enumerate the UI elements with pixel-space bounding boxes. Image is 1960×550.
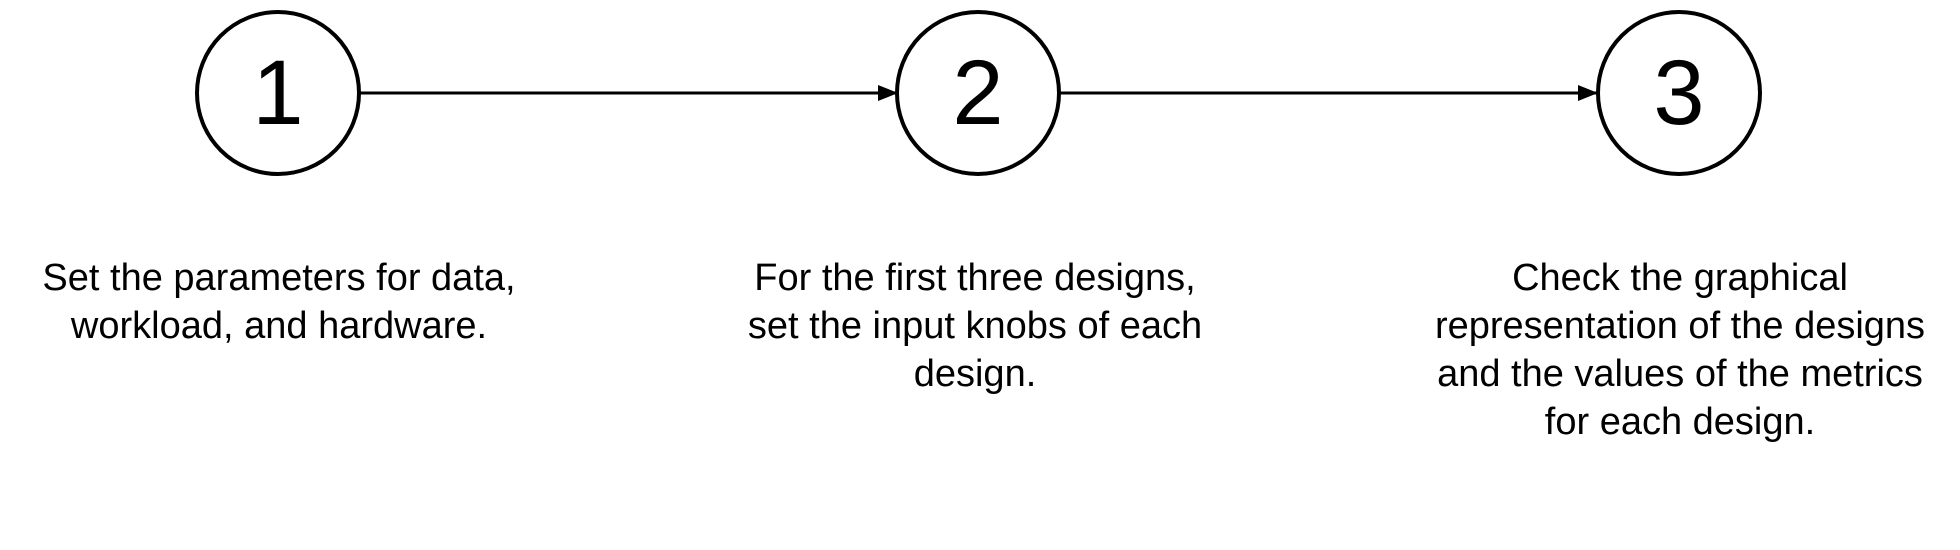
step-1-node: 1 — [195, 10, 361, 176]
step-2-circle — [895, 10, 1061, 176]
step-3-number: 3 — [1653, 42, 1704, 144]
step-2-number: 2 — [952, 42, 1003, 144]
step-3-description: Check the graphical representation of th… — [1434, 257, 1926, 443]
step-1-number: 1 — [252, 42, 303, 144]
step-1-description: Set the parameters for data, workload, a… — [42, 257, 516, 347]
step-2-node: 2 — [895, 10, 1061, 176]
step-3-circle — [1596, 10, 1762, 176]
step-3-node: 3 — [1596, 10, 1762, 176]
step-1-circle — [195, 10, 361, 176]
step-2-description: For the first three designs, set the inp… — [747, 257, 1203, 395]
